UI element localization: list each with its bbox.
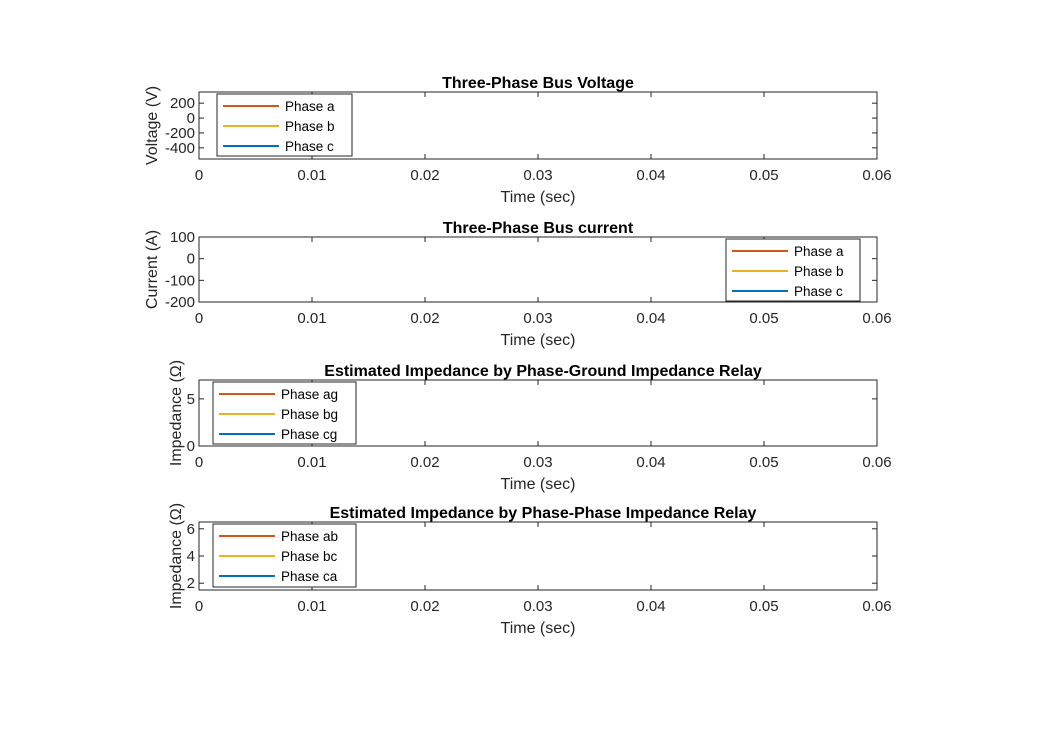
chart-panel-4: 0 0.01 0.02 0.03 0.04 0.05 0.06 6 4 2 Estimated Im… bbox=[168, 503, 892, 637]
legend-label: Phase ag bbox=[281, 387, 338, 402]
x-tick-label: 0.02 bbox=[410, 598, 439, 615]
legend: Phase a Phase b Phase c bbox=[725, 238, 861, 302]
y-axis-label: Impedance (Ω) bbox=[168, 503, 185, 609]
x-tick-label: 0.02 bbox=[410, 167, 439, 184]
x-tick-label: 0.01 bbox=[297, 454, 326, 471]
x-axis-label: Time (sec) bbox=[501, 189, 576, 206]
x-tick-label: 0.03 bbox=[523, 598, 552, 615]
x-tick-label: 0.06 bbox=[862, 310, 891, 327]
legend-label: Phase ca bbox=[281, 569, 338, 584]
chart-panel-3: 0 0.01 0.02 0.03 0.04 0.05 0.06 5 0 Estimated Imp… bbox=[168, 360, 892, 493]
x-tick-label: 0 bbox=[195, 167, 203, 184]
chart-title: Three-Phase Bus current bbox=[443, 220, 634, 237]
x-tick-label: 0.05 bbox=[749, 454, 778, 471]
y-axis-label: Voltage (V) bbox=[144, 86, 161, 165]
x-axis-label: Time (sec) bbox=[501, 332, 576, 349]
y-tick-label: -200 bbox=[165, 294, 195, 311]
y-tick-label: 0 bbox=[187, 251, 195, 268]
x-tick-label: 0.04 bbox=[636, 598, 665, 615]
x-tick-label: 0.01 bbox=[297, 598, 326, 615]
y-axis-label: Impedance (Ω) bbox=[168, 360, 185, 466]
legend-label: Phase ab bbox=[281, 529, 338, 544]
x-tick-label: 0.06 bbox=[862, 598, 891, 615]
legend: Phase ag Phase bg Phase cg bbox=[212, 381, 357, 445]
x-tick-label: 0.05 bbox=[749, 167, 778, 184]
legend-label: Phase bg bbox=[281, 407, 338, 422]
legend-label: Phase c bbox=[285, 139, 334, 154]
y-tick-label: 0 bbox=[187, 110, 195, 127]
x-tick-label: 0 bbox=[195, 598, 203, 615]
x-tick-label: 0.02 bbox=[410, 454, 439, 471]
x-tick-label: 0.06 bbox=[862, 454, 891, 471]
x-tick-label: 0 bbox=[195, 454, 203, 471]
x-tick-label: 0.03 bbox=[523, 454, 552, 471]
y-tick-label: 5 bbox=[187, 391, 195, 408]
legend-label: Phase a bbox=[285, 99, 335, 114]
chart-panel-1: 0 0.01 0.02 0.03 0.04 0.05 0.062000-200-400Thr… bbox=[144, 75, 892, 206]
y-tick-label: 0 bbox=[187, 438, 195, 455]
chart-panel-2: 0 0.01 0.02 0.03 0.04 0.05 0.06 100 0 -100 -200 Thr… bbox=[144, 220, 892, 349]
chart-title: Estimated Impedance by Phase-Ground Impe… bbox=[324, 363, 762, 380]
y-tick-label: -400 bbox=[165, 140, 195, 157]
y-axis-label: Current (A) bbox=[144, 230, 161, 309]
legend-label: Phase bc bbox=[281, 549, 338, 564]
legend-label: Phase b bbox=[285, 119, 335, 134]
y-tick-label: 200 bbox=[170, 95, 195, 112]
x-tick-label: 0 bbox=[195, 310, 203, 327]
legend-label: Phase a bbox=[794, 244, 844, 259]
x-tick-label: 0.01 bbox=[297, 167, 326, 184]
x-tick-label: 0.06 bbox=[862, 167, 891, 184]
x-tick-label: 0.02 bbox=[410, 310, 439, 327]
y-tick-label: -100 bbox=[165, 272, 195, 289]
legend-label: Phase c bbox=[794, 284, 843, 299]
x-tick-label: 0.04 bbox=[636, 454, 665, 471]
x-tick-label: 0.04 bbox=[636, 310, 665, 327]
x-tick-label: 0.05 bbox=[749, 310, 778, 327]
chart-title: Three-Phase Bus Voltage bbox=[442, 75, 634, 92]
legend-label: Phase b bbox=[794, 264, 844, 279]
x-tick-label: 0.04 bbox=[636, 167, 665, 184]
x-axis-label: Time (sec) bbox=[501, 620, 576, 637]
x-tick-label: 0.03 bbox=[523, 167, 552, 184]
x-tick-label: 0.01 bbox=[297, 310, 326, 327]
y-tick-label: 100 bbox=[170, 229, 195, 246]
x-tick-label: 0.05 bbox=[749, 598, 778, 615]
y-tick-label: 2 bbox=[187, 575, 195, 592]
legend: Phase a Phase b Phase c bbox=[216, 93, 353, 157]
legend: Phase ab Phase bc Phase ca bbox=[212, 523, 357, 588]
y-tick-label: -200 bbox=[165, 125, 195, 142]
y-tick-label: 4 bbox=[187, 548, 195, 565]
x-tick-label: 0.03 bbox=[523, 310, 552, 327]
legend-label: Phase cg bbox=[281, 427, 337, 442]
y-tick-label: 6 bbox=[187, 521, 195, 538]
chart-title: Estimated Impedance by Phase-Phase Imped… bbox=[330, 505, 757, 522]
x-axis-label: Time (sec) bbox=[501, 476, 576, 493]
